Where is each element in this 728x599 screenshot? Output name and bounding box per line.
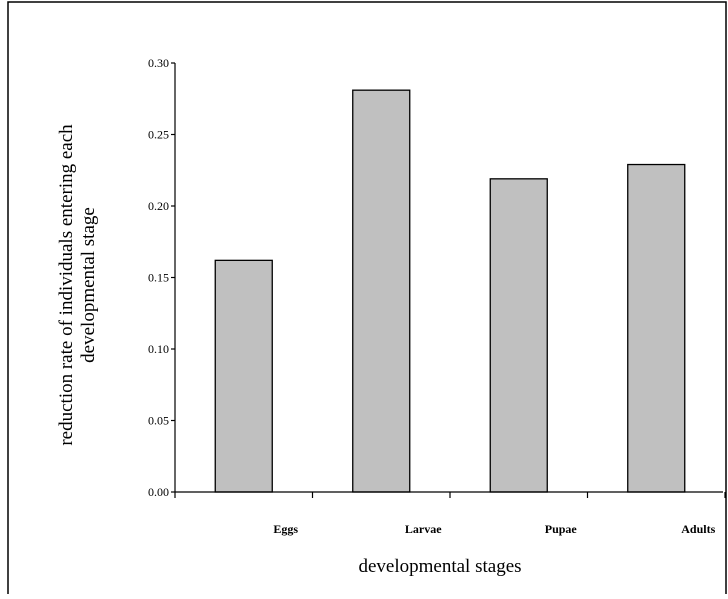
chart-frame-border <box>7 1 727 594</box>
y-tick-label: 0.30 <box>148 56 169 70</box>
y-tick-label: 0.15 <box>148 271 169 285</box>
x-tick-label-larvae: Larvae <box>405 522 442 536</box>
y-tick-label: 0.05 <box>148 414 169 428</box>
x-tick-label-eggs: Eggs <box>273 522 298 536</box>
y-axis-title-group: reduction rate of individuals entering e… <box>56 124 99 446</box>
x-tick-label-adults: Adults <box>681 522 715 536</box>
y-tick-label: 0.00 <box>148 485 169 499</box>
bar-larvae <box>352 89 411 493</box>
bar-eggs <box>214 259 273 493</box>
bar-pupae <box>489 178 548 493</box>
y-tick-label: 0.10 <box>148 342 169 356</box>
y-axis-title-line-2: developmental stage <box>78 207 99 363</box>
y-tick-label: 0.25 <box>148 128 169 142</box>
y-tick-label: 0.20 <box>148 199 169 213</box>
x-axis-title: developmental stages <box>358 556 521 577</box>
x-tick-label-pupae: Pupae <box>545 522 578 536</box>
ticks-layer: 0.00 0.05 0.10 0.15 0.20 0.25 0.30 Eggs Larvae Pu… <box>148 56 726 536</box>
bars-layer <box>214 89 686 493</box>
y-axis-title-line-1: reduction rate of individuals entering e… <box>56 124 77 446</box>
bar-adults <box>627 163 686 493</box>
